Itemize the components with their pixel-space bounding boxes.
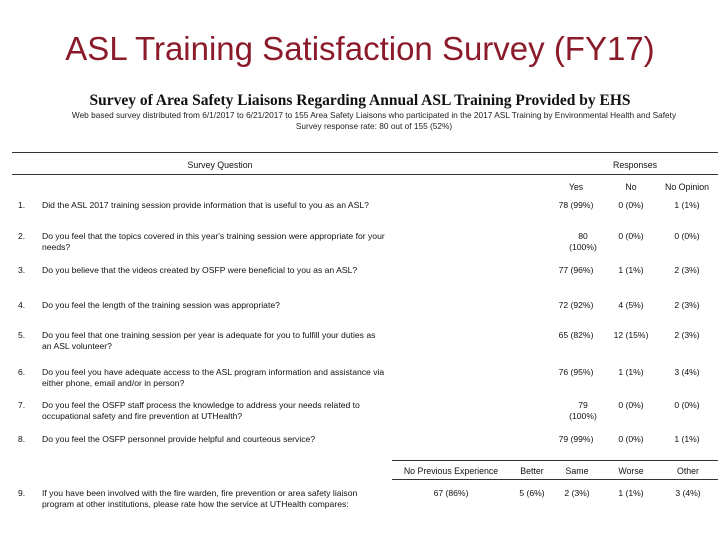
survey-title: Survey of Area Safety Liaisons Regarding… [89, 92, 631, 109]
row-3-yes: 77 (96%) [558, 265, 594, 275]
row-5-no: 12 (15%) [613, 330, 649, 340]
row-6-number: 6. [18, 367, 26, 377]
row-6-no: 1 (1%) [618, 367, 644, 377]
row-3-number: 3. [18, 265, 26, 275]
row-4-no: 4 (5%) [618, 300, 644, 310]
row-3-no: 1 (1%) [618, 265, 644, 275]
header-survey-question: Survey Question [187, 160, 253, 170]
row-7-number: 7. [18, 400, 26, 410]
comparison-top-rule [392, 460, 718, 461]
row-7-yes: 79 (100%) [569, 400, 597, 421]
row-5-yes: 65 (82%) [558, 330, 594, 340]
col-header-same: Same [565, 466, 589, 476]
row-1-no-opinion: 1 (1%) [674, 200, 700, 210]
row-9-same: 2 (3%) [564, 488, 590, 498]
survey-description-text: Web based survey distributed from 6/1/20… [71, 110, 677, 120]
table-top-rule [12, 152, 718, 153]
col-header-worse: Worse [618, 466, 644, 476]
row-5-question: Do you feel that one training session pe… [42, 330, 376, 351]
col-header-yes: Yes [568, 182, 584, 192]
row-8-number: 8. [18, 434, 26, 444]
row-2-number: 2. [18, 231, 26, 241]
row-6-question: Do you feel you have adequate access to … [42, 367, 385, 388]
row-5-no-opinion: 2 (3%) [674, 330, 700, 340]
row-8-yes: 79 (99%) [558, 434, 594, 444]
col-header-no-previous-experience: No Previous Experience [403, 466, 499, 476]
row-4-question: Do you feel the length of the training s… [42, 300, 280, 310]
row-2-no-opinion: 0 (0%) [674, 231, 700, 241]
row-2-question: Do you feel that the topics covered in t… [42, 231, 385, 252]
header-responses: Responses [612, 160, 657, 170]
row-9-better: 5 (6%) [519, 488, 545, 498]
slide-title: ASL Training Satisfaction Survey (FY17) [65, 30, 655, 67]
row-3-no-opinion: 2 (3%) [674, 265, 700, 275]
row-8-no-opinion: 1 (1%) [674, 434, 700, 444]
row-2-yes: 80 (100%) [569, 231, 597, 252]
row-5-number: 5. [18, 330, 26, 340]
row-6-yes: 76 (95%) [558, 367, 594, 377]
row-1-number: 1. [18, 200, 26, 210]
row-6-no-opinion: 3 (4%) [674, 367, 700, 377]
row-2-no: 0 (0%) [618, 231, 644, 241]
row-7-question: Do you feel the OSFP staff process the k… [42, 400, 360, 421]
row-7-no: 0 (0%) [618, 400, 644, 410]
header-rule [12, 174, 718, 175]
row-4-number: 4. [18, 300, 26, 310]
col-header-no: No [625, 182, 637, 192]
row-8-no: 0 (0%) [618, 434, 644, 444]
row-9-other: 3 (4%) [675, 488, 701, 498]
survey-description: Web based survey distributed from 6/1/20… [34, 110, 714, 132]
col-header-better: Better [520, 466, 544, 476]
survey-response-rate: Survey response rate: 80 out of 155 (52%… [295, 121, 453, 131]
col-header-no-opinion: No Opinion [664, 182, 709, 192]
row-8-question: Do you feel the OSFP personnel provide h… [42, 434, 316, 444]
row-9-question: If you have been involved with the fire … [42, 488, 358, 509]
row-4-no-opinion: 2 (3%) [674, 300, 700, 310]
row-9-number: 9. [18, 488, 26, 498]
row-1-no: 0 (0%) [618, 200, 644, 210]
comparison-header-rule [392, 479, 718, 480]
row-9-worse: 1 (1%) [618, 488, 644, 498]
row-3-question: Do you believe that the videos created b… [42, 265, 358, 275]
row-7-no-opinion: 0 (0%) [674, 400, 700, 410]
row-1-yes: 78 (99%) [558, 200, 594, 210]
col-header-other: Other [676, 466, 699, 476]
row-1-question: Did the ASL 2017 training session provid… [42, 200, 369, 210]
row-9-no-previous-experience: 67 (86%) [433, 488, 469, 498]
row-4-yes: 72 (92%) [558, 300, 594, 310]
